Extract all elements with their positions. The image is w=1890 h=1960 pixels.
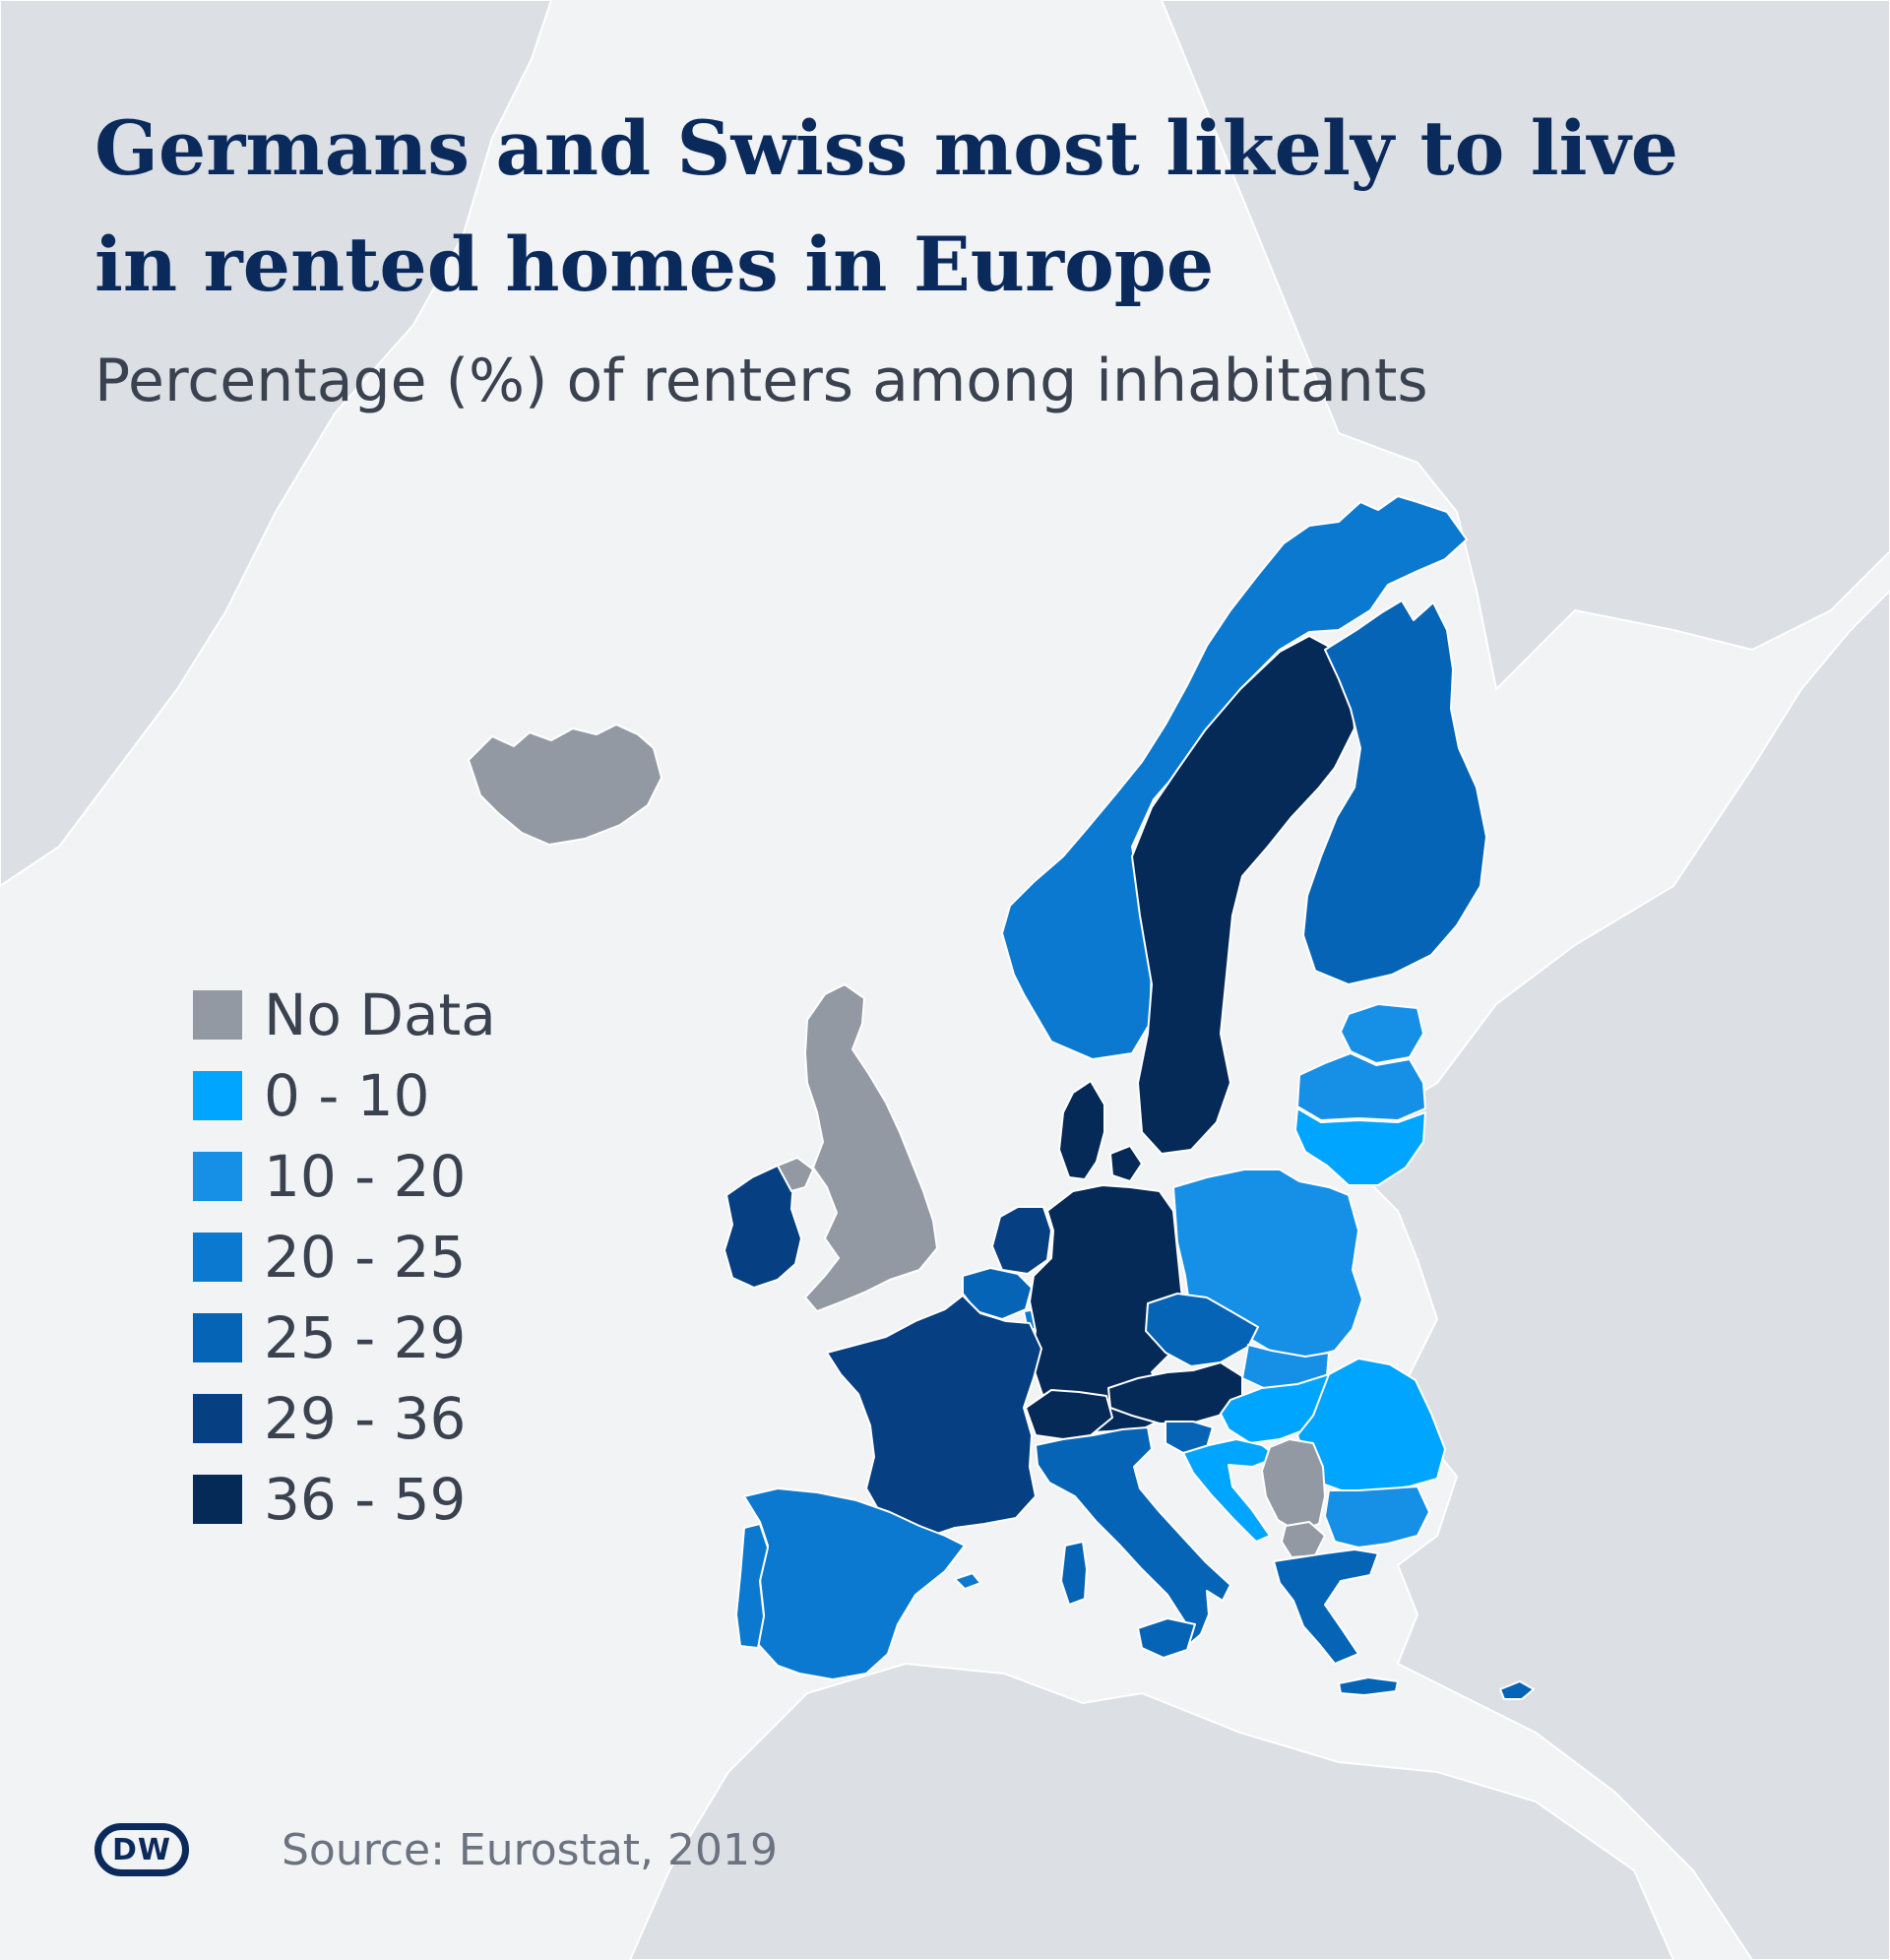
- country-portugal: [735, 1523, 769, 1649]
- legend-swatch: [193, 1313, 242, 1362]
- legend-swatch: [193, 990, 242, 1040]
- legend-label: 29 - 36: [264, 1385, 467, 1452]
- legend-label: 10 - 20: [264, 1143, 467, 1210]
- country-switzerland: [1025, 1389, 1113, 1440]
- legend-item-29-36: 29 - 36: [193, 1378, 496, 1459]
- legend-label: 0 - 10: [264, 1062, 430, 1129]
- country-spain-balearics: [954, 1572, 981, 1590]
- north-africa-land: [628, 1662, 1675, 1960]
- country-lithuania: [1294, 1107, 1426, 1186]
- legend-swatch: [193, 1475, 242, 1524]
- source-note: Source: Eurostat, 2019: [282, 1824, 779, 1875]
- country-bulgaria: [1324, 1486, 1430, 1549]
- dw-logo: DW: [94, 1823, 189, 1876]
- country-italy-sardinia: [1060, 1541, 1088, 1606]
- country-estonia: [1340, 1003, 1424, 1064]
- legend: No Data 0 - 10 10 - 20 20 - 25 25 - 29 2…: [193, 975, 496, 1540]
- country-denmark: [1058, 1080, 1105, 1180]
- country-italy-sicily: [1137, 1617, 1196, 1659]
- legend-item-10-20: 10 - 20: [193, 1136, 496, 1217]
- legend-label: 20 - 25: [264, 1224, 467, 1291]
- country-denmark-islands: [1109, 1145, 1143, 1182]
- country-latvia: [1296, 1052, 1426, 1121]
- legend-label: No Data: [264, 981, 496, 1048]
- country-cyprus: [1499, 1680, 1535, 1700]
- legend-item-36-59: 36 - 59: [193, 1459, 496, 1540]
- country-croatia: [1182, 1438, 1279, 1543]
- scandinavia-north-land: [1160, 0, 1890, 692]
- chart-title: Germans and Swiss most likely to live in…: [94, 104, 1678, 308]
- country-italy: [1035, 1426, 1231, 1647]
- greenland-land: [0, 0, 553, 888]
- legend-swatch: [193, 1152, 242, 1201]
- legend-swatch: [193, 1394, 242, 1443]
- legend-label: 25 - 29: [264, 1304, 467, 1371]
- country-iceland: [468, 724, 662, 846]
- country-greece-crete: [1338, 1676, 1399, 1696]
- country-sweden: [1131, 635, 1355, 1155]
- legend-swatch: [193, 1071, 242, 1120]
- country-serbia: [1261, 1438, 1326, 1533]
- country-netherlands: [991, 1206, 1052, 1275]
- footer: DW Source: Eurostat, 2019: [94, 1823, 778, 1876]
- legend-label: 36 - 59: [264, 1466, 467, 1533]
- legend-item-25-29: 25 - 29: [193, 1297, 496, 1378]
- legend-item-20-25: 20 - 25: [193, 1217, 496, 1297]
- country-finland: [1302, 600, 1487, 985]
- country-united-kingdom: [804, 983, 938, 1312]
- countries: [468, 495, 1535, 1700]
- country-greece: [1273, 1549, 1379, 1665]
- chart-subtitle: Percentage (%) of renters among inhabita…: [94, 347, 1428, 415]
- legend-swatch: [193, 1233, 242, 1282]
- country-northern-ireland: [777, 1157, 814, 1192]
- legend-item-0-10: 0 - 10: [193, 1055, 496, 1136]
- legend-item-no-data: No Data: [193, 975, 496, 1055]
- country-france: [826, 1295, 1042, 1537]
